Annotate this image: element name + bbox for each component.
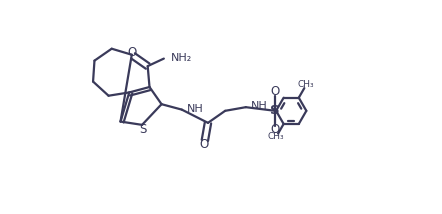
Text: O: O xyxy=(127,46,136,59)
Text: S: S xyxy=(271,104,280,117)
Text: NH: NH xyxy=(251,101,267,111)
Text: CH₃: CH₃ xyxy=(268,132,285,141)
Text: O: O xyxy=(271,85,280,98)
Text: CH₃: CH₃ xyxy=(298,80,315,89)
Text: NH: NH xyxy=(187,104,204,114)
Text: S: S xyxy=(139,123,146,136)
Text: NH₂: NH₂ xyxy=(171,53,192,63)
Text: O: O xyxy=(199,138,209,151)
Text: O: O xyxy=(271,123,280,136)
